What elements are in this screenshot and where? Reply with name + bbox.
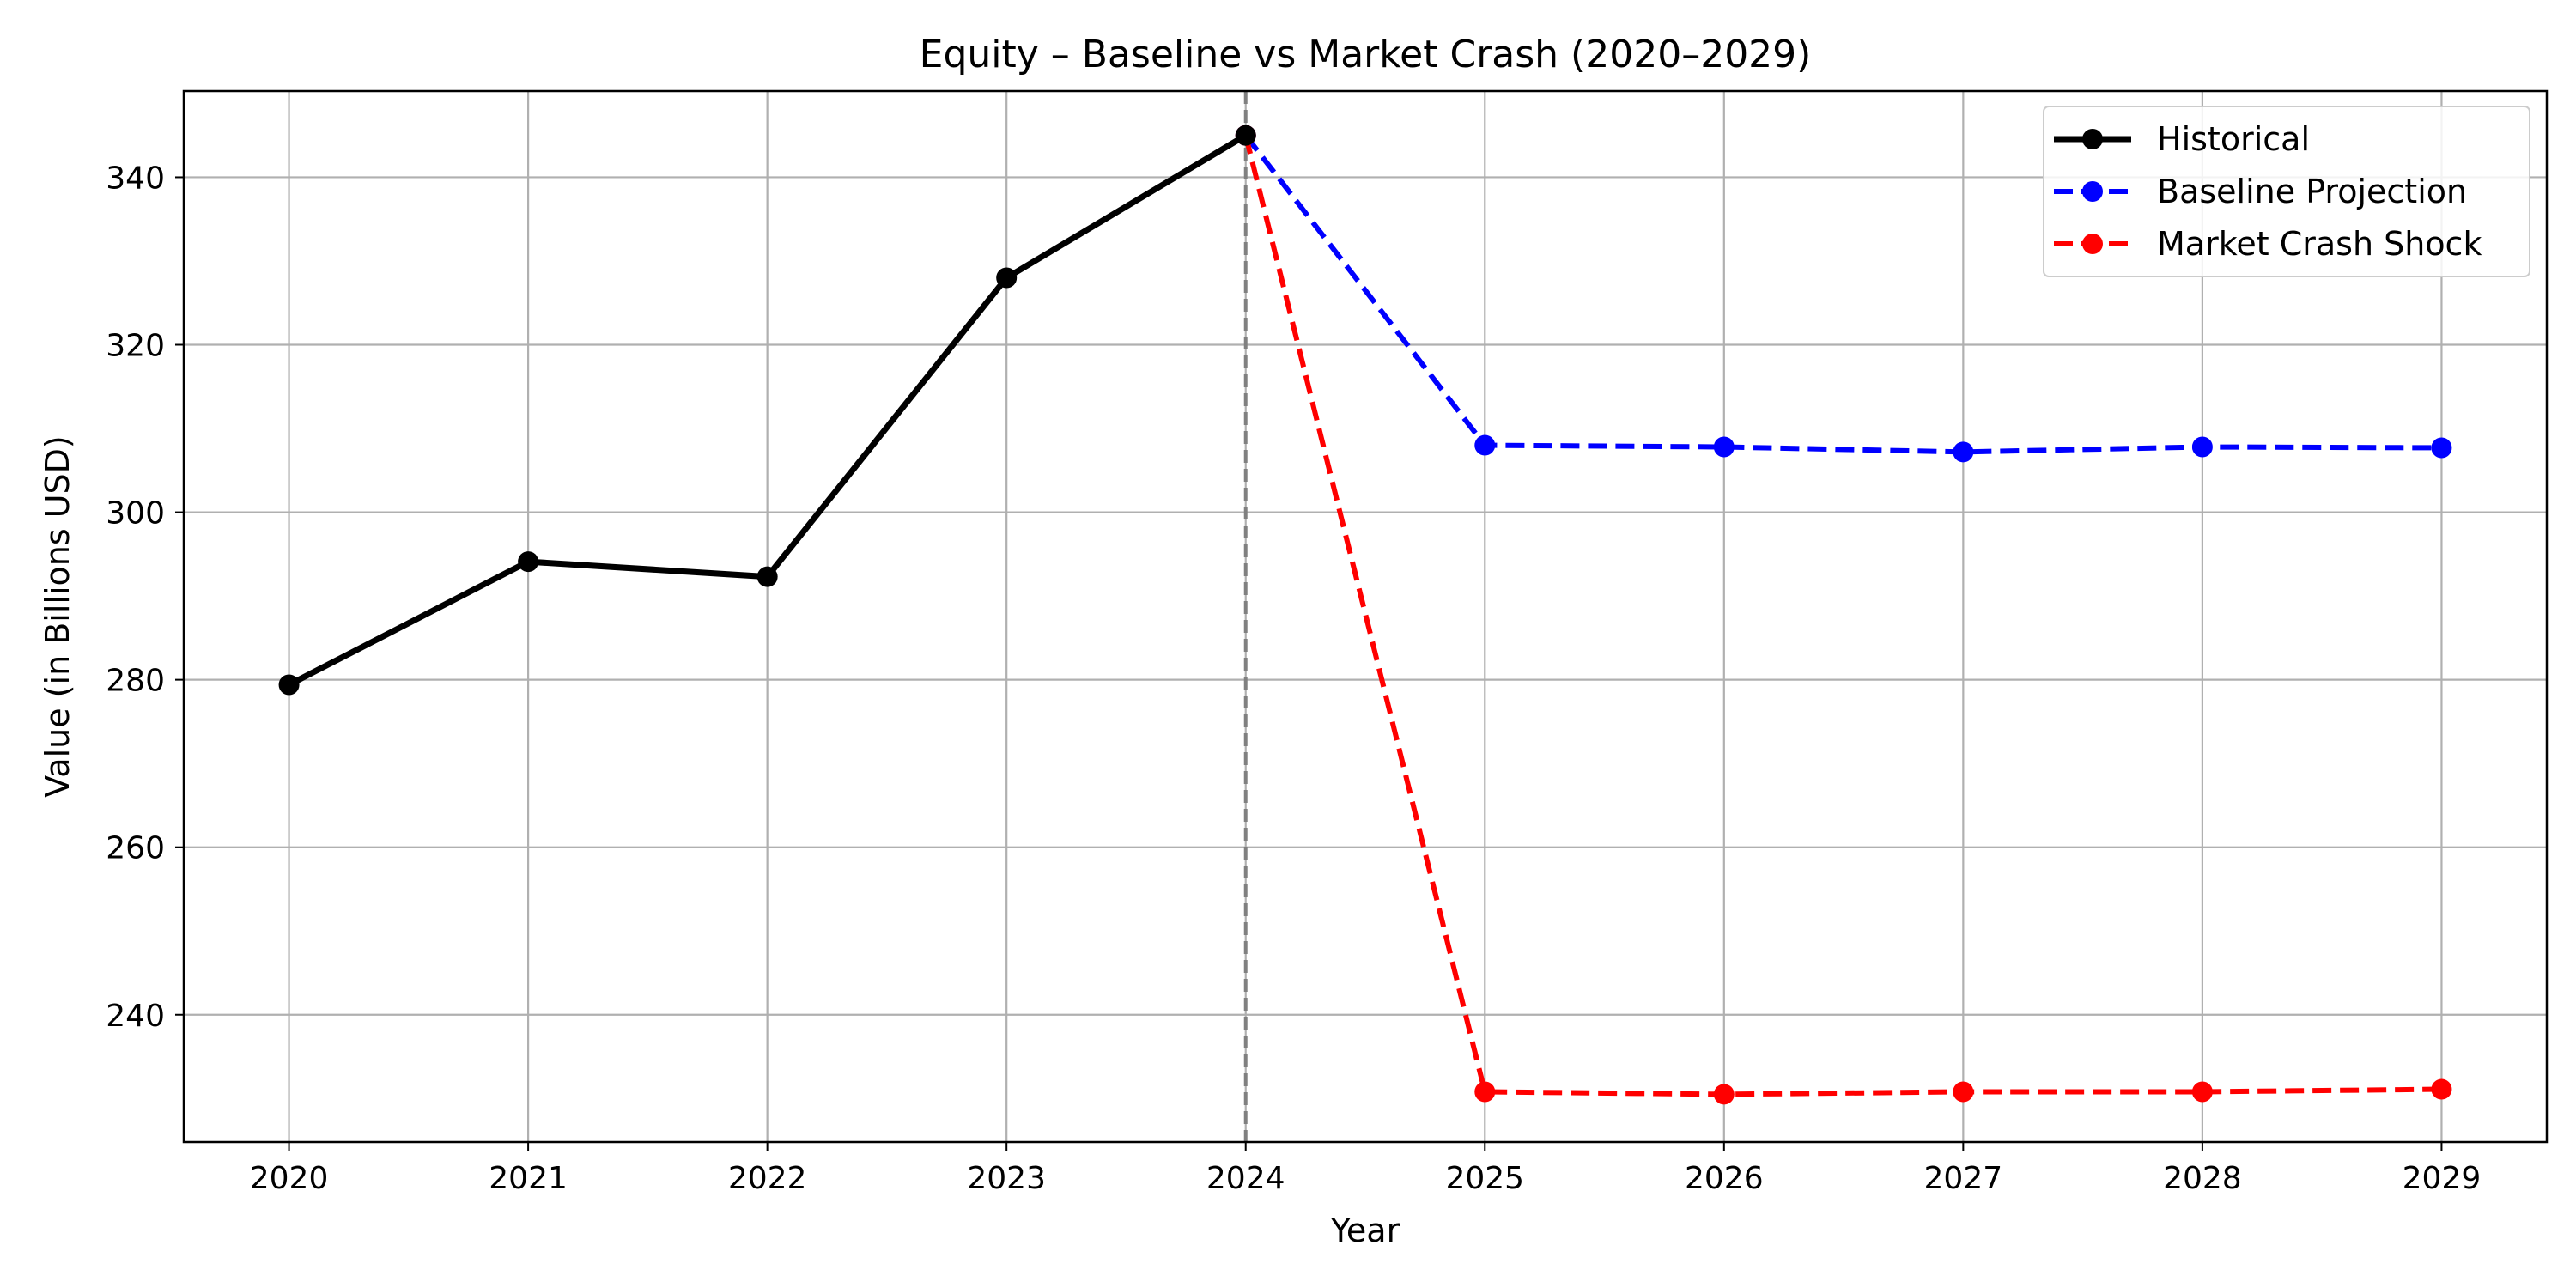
market-crash-shock-point	[2431, 1078, 2452, 1100]
historical-point	[518, 551, 539, 573]
historical-point	[756, 566, 778, 587]
x-tick-label: 2022	[728, 1161, 807, 1196]
y-tick-label: 320	[106, 329, 165, 364]
y-tick-label: 280	[106, 664, 165, 699]
x-axis-label: Year	[1330, 1212, 1400, 1249]
y-axis-label: Value (in Billions USD)	[39, 435, 76, 798]
x-tick-label: 2028	[2163, 1161, 2242, 1196]
axis-ticks: 2020 2021 2022 2023 2024 2025 2026 2027 2028 2029…	[106, 161, 2481, 1196]
historical-point	[1235, 125, 1256, 146]
market-crash-shock-point	[1474, 1081, 1496, 1103]
y-tick-label: 240	[106, 999, 165, 1034]
series-lines	[278, 125, 2452, 1105]
legend-swatch-marker	[2082, 181, 2103, 202]
baseline-projection-point	[2191, 436, 2213, 458]
legend: Historical Baseline Projection Market Cras…	[2043, 106, 2530, 277]
x-tick-label: 2025	[1445, 1161, 1524, 1196]
legend-items: Historical Baseline Projection Market Cras…	[2054, 120, 2482, 263]
y-tick-label: 260	[106, 831, 165, 866]
x-tick-label: 2027	[1924, 1161, 2003, 1196]
market-crash-shock-point	[2191, 1081, 2213, 1103]
legend-swatch-marker	[2082, 129, 2103, 149]
chart-title: Equity – Baseline vs Market Crash (2020–…	[920, 33, 1812, 76]
x-tick-label: 2023	[967, 1161, 1046, 1196]
historical-point	[996, 267, 1018, 289]
baseline-projection-point	[1953, 441, 1974, 463]
baseline-projection-point	[1474, 434, 1496, 456]
baseline-projection-line	[1243, 133, 2442, 455]
market-crash-shock-point	[1713, 1084, 1735, 1105]
legend-label: Baseline Projection	[2157, 173, 2467, 210]
market-crash-shock-point	[1953, 1081, 1974, 1103]
legend-label: Historical	[2157, 120, 2310, 158]
x-tick-label: 2024	[1206, 1161, 1285, 1196]
market-crash-shock-line	[1242, 134, 2442, 1097]
baseline-projection-point	[1713, 436, 1735, 458]
x-tick-label: 2026	[1685, 1161, 1764, 1196]
legend-label: Market Crash Shock	[2157, 225, 2482, 263]
plot-frame	[182, 89, 2549, 1144]
x-tick-label: 2021	[489, 1161, 568, 1196]
legend-swatch-marker	[2082, 234, 2103, 254]
y-tick-label: 340	[106, 161, 165, 196]
legend-box	[2043, 106, 2530, 277]
x-tick-label: 2029	[2403, 1161, 2482, 1196]
x-tick-label: 2020	[250, 1161, 329, 1196]
historical-point	[278, 674, 300, 696]
y-tick-label: 300	[106, 496, 165, 532]
baseline-projection-point	[2431, 437, 2452, 459]
